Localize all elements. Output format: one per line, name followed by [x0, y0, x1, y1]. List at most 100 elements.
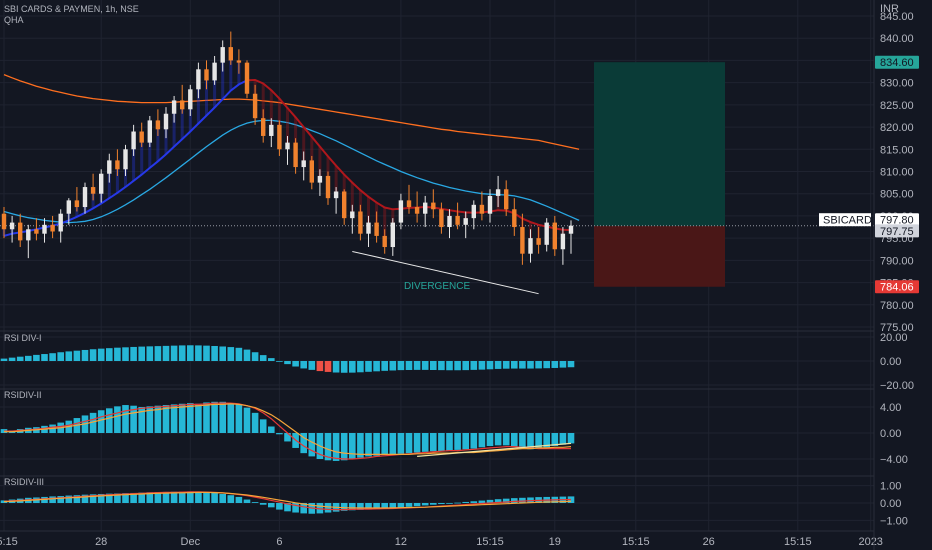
candle: [350, 204, 355, 234]
osc-bar: [268, 503, 275, 508]
osc-bar: [332, 433, 340, 461]
pane-dividers[interactable]: [0, 0, 875, 550]
osc-bar: [41, 354, 48, 361]
osc-bar: [349, 433, 356, 459]
x-tick-label: 19: [549, 536, 561, 548]
osc-bar: [470, 433, 478, 449]
candle: [171, 95, 177, 123]
osc-bar: [316, 503, 324, 514]
divergence-trendline[interactable]: [352, 250, 539, 295]
candle-body: [90, 187, 96, 194]
position-tool[interactable]: [594, 62, 725, 287]
candle: [220, 40, 225, 72]
osc-bar: [519, 497, 526, 503]
osc-bar: [438, 433, 445, 452]
osc-bar: [365, 361, 372, 372]
osc-bar: [130, 492, 137, 503]
divergence-label[interactable]: DIVERGENCE: [404, 281, 470, 292]
rsi-div-3-title[interactable]: RSIDIV-III: [4, 477, 44, 487]
osc-bar: [154, 405, 162, 433]
osc-bar: [49, 496, 56, 503]
osc-bar: [494, 433, 502, 446]
candle: [431, 189, 436, 219]
candle-body: [228, 47, 233, 61]
osc-bar: [365, 503, 372, 510]
candle-body: [447, 215, 452, 228]
target-zone[interactable]: [594, 62, 725, 226]
candle: [317, 169, 323, 196]
symbol-tag-text: SBICARD: [823, 215, 872, 227]
y-tick-label: −4.00: [880, 454, 908, 466]
rsi-div-2-title[interactable]: RSIDIV-II: [4, 390, 42, 400]
osc-bar: [195, 491, 202, 503]
candle: [447, 209, 452, 239]
symbol-title[interactable]: SBI CARDS & PAYMEN, 1h, NSE: [4, 4, 139, 14]
osc-bar: [219, 401, 226, 433]
osc-bar: [397, 433, 405, 454]
osc-bar: [478, 500, 486, 503]
candle-body: [342, 191, 347, 219]
y-tick-label: 830.00: [880, 78, 914, 90]
candle: [163, 107, 169, 139]
indicator-name[interactable]: QHA: [4, 15, 24, 25]
osc-bar: [551, 433, 559, 446]
candle-body: [277, 124, 282, 150]
candle-body: [9, 222, 15, 230]
osc-bar: [316, 361, 324, 372]
candle-body: [431, 202, 436, 210]
candle: [528, 229, 533, 263]
osc-bar: [0, 358, 8, 361]
ma-long-line: [3, 73, 580, 150]
candle: [382, 229, 387, 254]
candle-body: [406, 200, 412, 208]
candle: [544, 218, 549, 252]
osc-bar: [138, 492, 145, 503]
axes: 15:15 28 Dec 6 12 15:15 19 15:15 26 15:15 2023 845.…: [0, 11, 914, 548]
osc-bar: [357, 433, 364, 458]
candle: [512, 198, 517, 236]
osc-bar: [146, 346, 154, 361]
candle: [374, 211, 379, 243]
osc-bar: [308, 361, 316, 370]
osc-bar: [235, 347, 243, 361]
stop-zone[interactable]: [594, 225, 725, 287]
osc-bar: [284, 503, 291, 512]
x-tick-label: 15:15: [476, 536, 504, 548]
candle-body: [471, 204, 476, 219]
candle-body: [463, 218, 468, 225]
osc-bar: [446, 433, 453, 451]
osc-bar: [543, 433, 550, 448]
osc-bar: [446, 503, 453, 504]
osc-bar: [478, 361, 486, 370]
osc-bar: [16, 356, 24, 361]
candle-body: [34, 229, 39, 234]
osc-bar: [259, 419, 267, 433]
rsi-div-1-title[interactable]: RSI DIV-I: [4, 333, 42, 343]
candle: [58, 209, 63, 243]
price-badge-target: [875, 55, 919, 69]
osc-bar: [106, 493, 113, 503]
osc-bar: [300, 433, 307, 454]
candle-body: [293, 142, 298, 168]
osc-bar: [494, 499, 502, 503]
osc-bar: [114, 347, 121, 361]
candle-body: [188, 89, 193, 110]
osc-bar: [0, 500, 8, 503]
osc-bar: [389, 503, 397, 509]
osc-bar: [340, 433, 348, 461]
candle-body: [568, 225, 574, 234]
candle-body: [163, 113, 169, 130]
candle: [244, 60, 250, 99]
candle: [463, 211, 468, 239]
osc-bar: [73, 350, 81, 361]
price-badge-text: 784.06: [880, 282, 914, 294]
osc-bar: [454, 433, 461, 450]
osc-bar: [308, 433, 316, 457]
candle: [9, 215, 15, 243]
osc-bar: [251, 412, 259, 433]
osc-bar: [243, 349, 251, 361]
candle-body: [99, 173, 104, 194]
osc-bar: [178, 403, 186, 433]
annotations[interactable]: DIVERGENCE: [352, 250, 539, 295]
